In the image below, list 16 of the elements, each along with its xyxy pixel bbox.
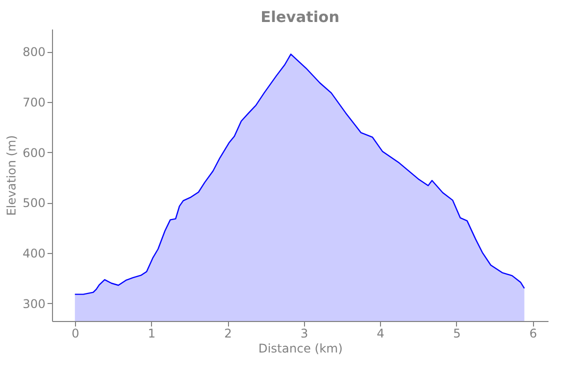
y-tick-label: 600 bbox=[22, 146, 46, 160]
x-tick-label: 3 bbox=[300, 326, 308, 340]
y-tick-label: 800 bbox=[22, 45, 46, 60]
x-axis-title: Distance (km) bbox=[258, 342, 343, 356]
x-tick-label: 4 bbox=[376, 326, 384, 340]
y-tick-label: 300 bbox=[22, 296, 46, 311]
y-axis-title: Elevation (m) bbox=[4, 135, 19, 216]
y-tick-label: 700 bbox=[22, 96, 46, 110]
x-tick-label: 1 bbox=[148, 326, 156, 340]
x-tick-label: 0 bbox=[72, 326, 80, 340]
y-tick-label: 400 bbox=[22, 246, 46, 261]
x-tick-label: 2 bbox=[224, 326, 232, 340]
x-tick-label: 6 bbox=[529, 326, 538, 340]
chart-title: Elevation bbox=[260, 8, 340, 26]
y-tick-label: 500 bbox=[22, 196, 46, 210]
x-tick-label: 5 bbox=[453, 326, 461, 340]
